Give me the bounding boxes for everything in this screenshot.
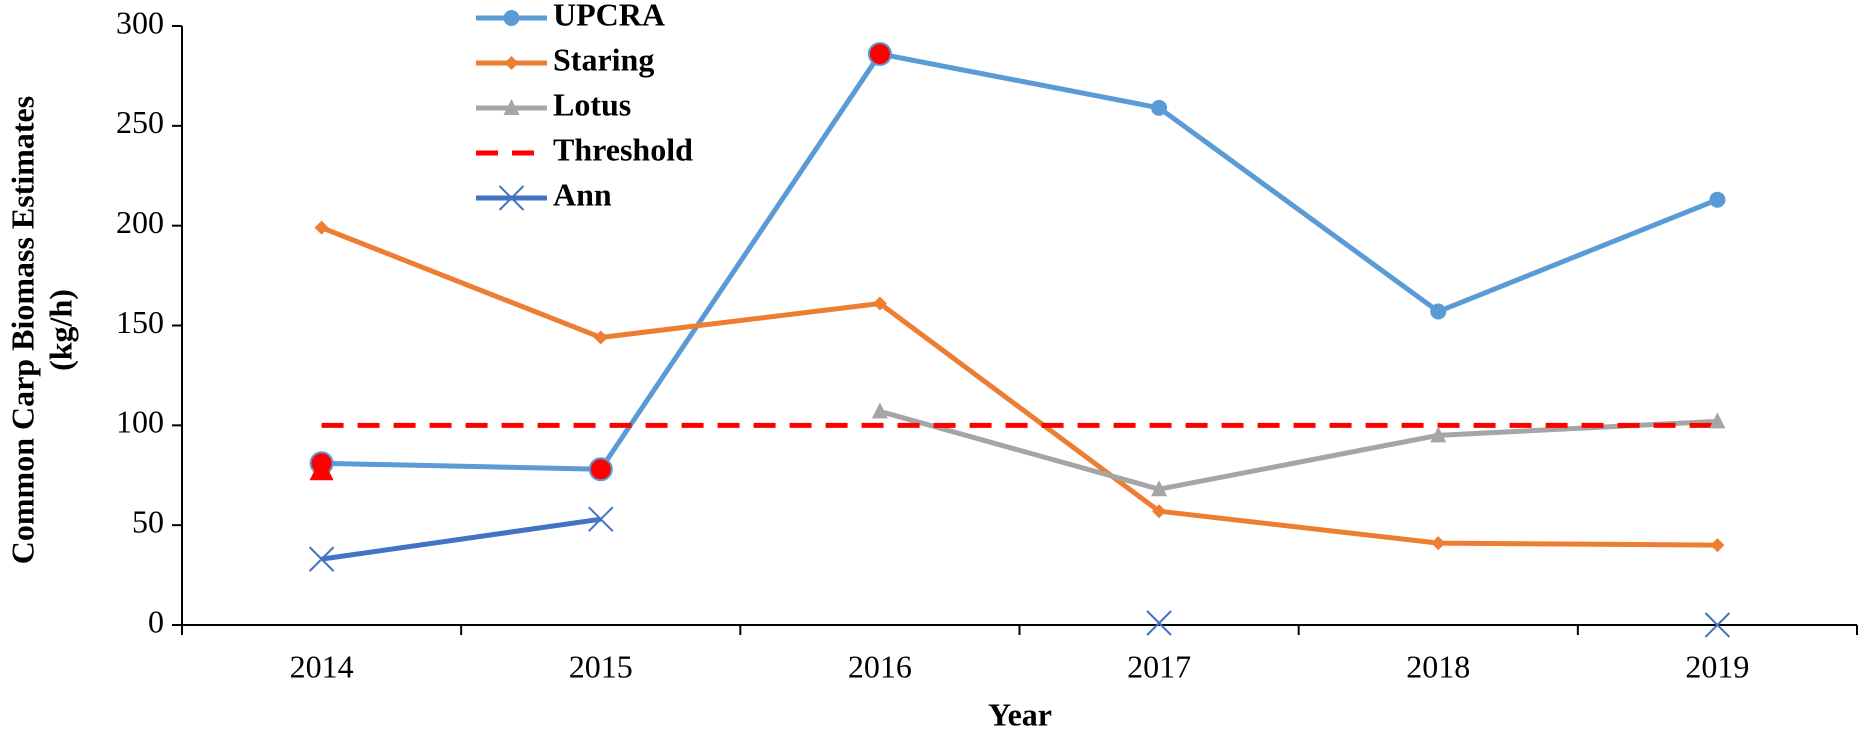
marker — [588, 457, 613, 482]
marker — [1430, 303, 1447, 320]
marker — [1146, 610, 1172, 636]
y-tick-label: 0 — [148, 603, 164, 639]
marker — [1151, 480, 1168, 497]
marker — [1151, 99, 1168, 116]
legend-label: UPCRA — [553, 0, 665, 32]
series-line — [320, 225, 1718, 548]
marker — [872, 296, 887, 311]
y-tick-label: 300 — [116, 4, 164, 40]
marker — [1710, 538, 1725, 553]
y-tick-label: 50 — [132, 504, 164, 540]
marker — [314, 220, 329, 235]
legend-label: Staring — [553, 41, 654, 77]
series-line — [322, 519, 1718, 625]
marker — [1430, 426, 1447, 443]
x-tick-label: 2015 — [569, 648, 633, 684]
marker — [867, 41, 892, 66]
marker — [503, 99, 520, 115]
x-tick-label: 2014 — [290, 648, 354, 684]
legend-label: Lotus — [553, 86, 631, 122]
x-tick-label: 2019 — [1685, 648, 1749, 684]
series-line — [321, 51, 1719, 472]
marker — [1709, 191, 1726, 208]
y-tick-label: 150 — [116, 304, 164, 340]
x-tick-label: 2017 — [1127, 648, 1191, 684]
marker — [1431, 536, 1446, 551]
marker — [503, 10, 520, 26]
y-tick-label: 250 — [116, 104, 164, 140]
marker — [1704, 612, 1731, 638]
marker — [498, 185, 525, 211]
series-line — [879, 408, 1718, 492]
legend-label: Ann — [553, 176, 612, 212]
marker — [1709, 412, 1726, 429]
x-axis-title: Year — [988, 696, 1052, 732]
marker — [504, 56, 519, 70]
marker — [1152, 504, 1167, 519]
marker — [309, 456, 334, 481]
y-axis-title: Common Carp Biomass Estimates — [4, 96, 40, 564]
y-tick-label: 100 — [116, 404, 164, 440]
marker — [593, 330, 608, 345]
y-tick-label: 200 — [116, 204, 164, 240]
marker — [588, 506, 614, 532]
legend-label: Threshold — [553, 131, 693, 167]
x-tick-label: 2018 — [1406, 648, 1470, 684]
x-tick-label: 2016 — [848, 648, 912, 684]
y-axis-title: (kg/h) — [42, 289, 78, 371]
marker — [871, 402, 888, 419]
marker — [308, 546, 335, 572]
